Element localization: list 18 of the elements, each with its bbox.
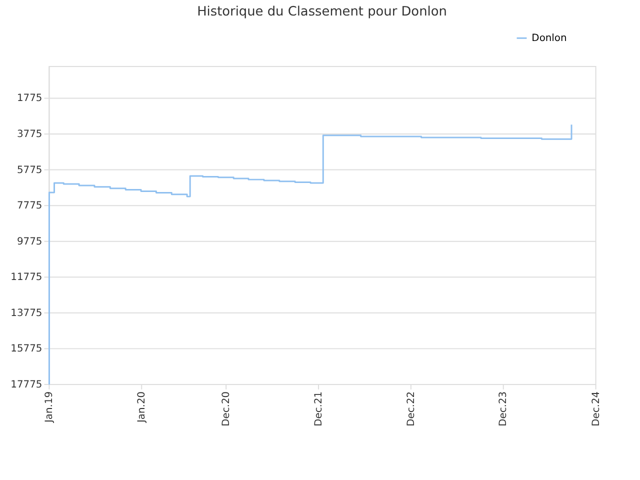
y-tick-label: 13775: [10, 308, 42, 319]
x-tick-label: Dec.24: [590, 391, 602, 426]
x-tick-label: Jan.19: [44, 391, 56, 424]
x-tick-label: Dec.23: [498, 391, 510, 426]
y-tick-label: 7775: [16, 200, 42, 212]
y-tick-label: 15775: [10, 344, 42, 355]
y-tick-label: 17775: [10, 379, 42, 390]
y-tick-label: 9775: [16, 236, 42, 248]
y-tick-label: 3775: [16, 128, 42, 140]
y-tick-label: 11775: [10, 272, 42, 284]
y-tick-label: 1775: [16, 93, 42, 104]
chart-title: Historique du Classement pour Donlon: [197, 4, 447, 20]
x-tick-label: Jan.20: [136, 391, 148, 424]
x-tick-label: Dec.21: [314, 391, 325, 426]
y-tick-label: 5775: [16, 164, 42, 176]
x-tick-label: Dec.20: [221, 391, 232, 426]
x-tick-label: Dec.22: [406, 391, 417, 426]
legend-label: Donlon: [532, 33, 567, 44]
